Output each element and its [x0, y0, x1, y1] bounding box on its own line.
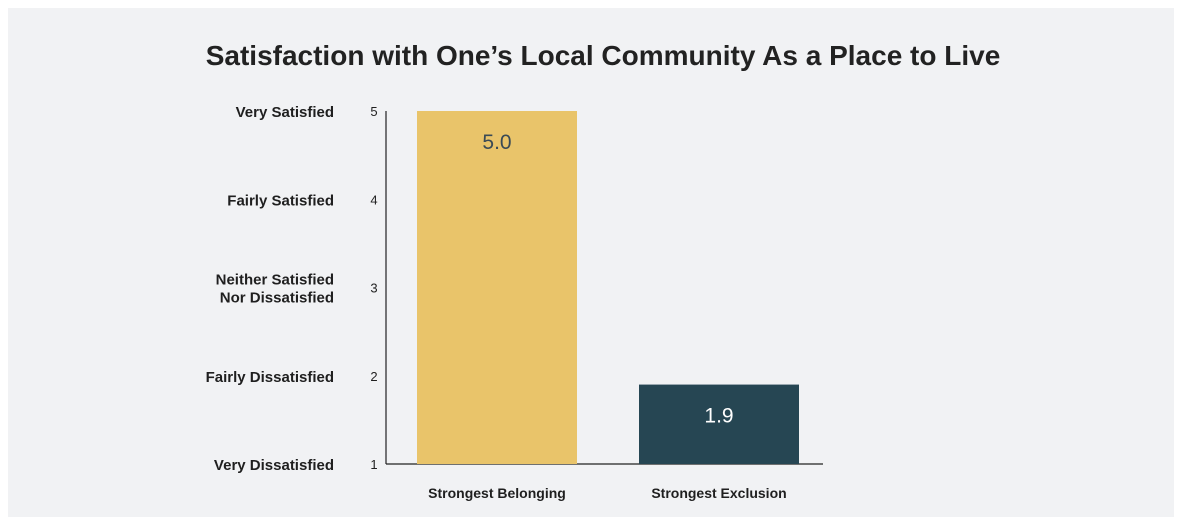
y-category-label: Very Dissatisfied [214, 457, 334, 474]
x-category-label: Strongest Exclusion [651, 485, 786, 501]
y-tick-label: 4 [370, 192, 377, 207]
chart-panel [8, 8, 1174, 517]
bar [639, 384, 799, 464]
y-tick-label: 5 [370, 104, 377, 119]
y-category-label: Fairly Satisfied [227, 192, 334, 209]
y-category-label-line: Neither Satisfied [216, 272, 334, 289]
bar-value-label: 1.9 [704, 405, 733, 428]
y-category-label: Fairly Dissatisfied [206, 369, 334, 386]
y-category-label-line: Fairly Dissatisfied [206, 369, 334, 386]
bar-value-label: 5.0 [482, 131, 511, 154]
y-tick-label: 2 [370, 369, 377, 384]
y-category-label-line: Very Dissatisfied [214, 457, 334, 474]
y-category-label: Neither Satisfied Nor Dissatisfied [216, 272, 334, 307]
chart-title: Satisfaction with One’s Local Community … [205, 40, 1001, 71]
y-category-label-line: Fairly Satisfied [227, 192, 334, 209]
y-tick-label: 3 [370, 281, 377, 296]
y-category-label: Very Satisfied [236, 104, 334, 121]
y-category-label-line: Very Satisfied [236, 104, 334, 121]
bar [417, 111, 577, 464]
y-tick-label: 1 [370, 457, 377, 472]
x-category-label: Strongest Belonging [428, 485, 566, 501]
y-category-label-line: Nor Dissatisfied [220, 290, 334, 307]
